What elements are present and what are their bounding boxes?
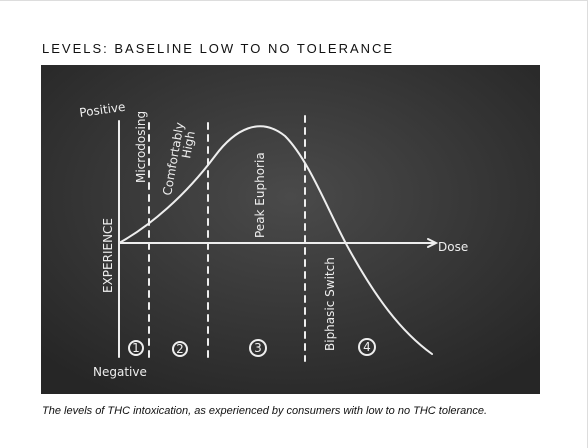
zone-label: High — [179, 130, 198, 160]
chalkboard — [41, 65, 540, 394]
circle — [128, 340, 144, 356]
arrow — [427, 238, 439, 248]
zone-number: 2 — [176, 342, 184, 356]
axis-label: Positive — [78, 100, 126, 120]
curve — [118, 125, 433, 355]
axis-label: EXPERIENCE — [101, 218, 115, 293]
axis-label: Dose — [438, 240, 468, 254]
axis-label: Negative — [93, 365, 147, 379]
zone-number: 4 — [363, 340, 371, 354]
zone-label: Biphasic Switch — [323, 257, 337, 351]
zone-number: 3 — [254, 341, 262, 355]
zone-label: Peak Euphoria — [253, 152, 267, 238]
zone-label: Microdosing — [134, 111, 148, 183]
zone-number: 1 — [132, 341, 140, 355]
figure: Positive Negative EXPERIENCE Dose Microd… — [41, 65, 540, 394]
circle — [172, 341, 188, 357]
title: LEVELS: BASELINE LOW TO NO TOLERANCE — [42, 41, 395, 56]
circle — [249, 339, 267, 357]
caption: The levels of THC intoxication, as exper… — [42, 405, 488, 417]
circle — [358, 338, 376, 356]
